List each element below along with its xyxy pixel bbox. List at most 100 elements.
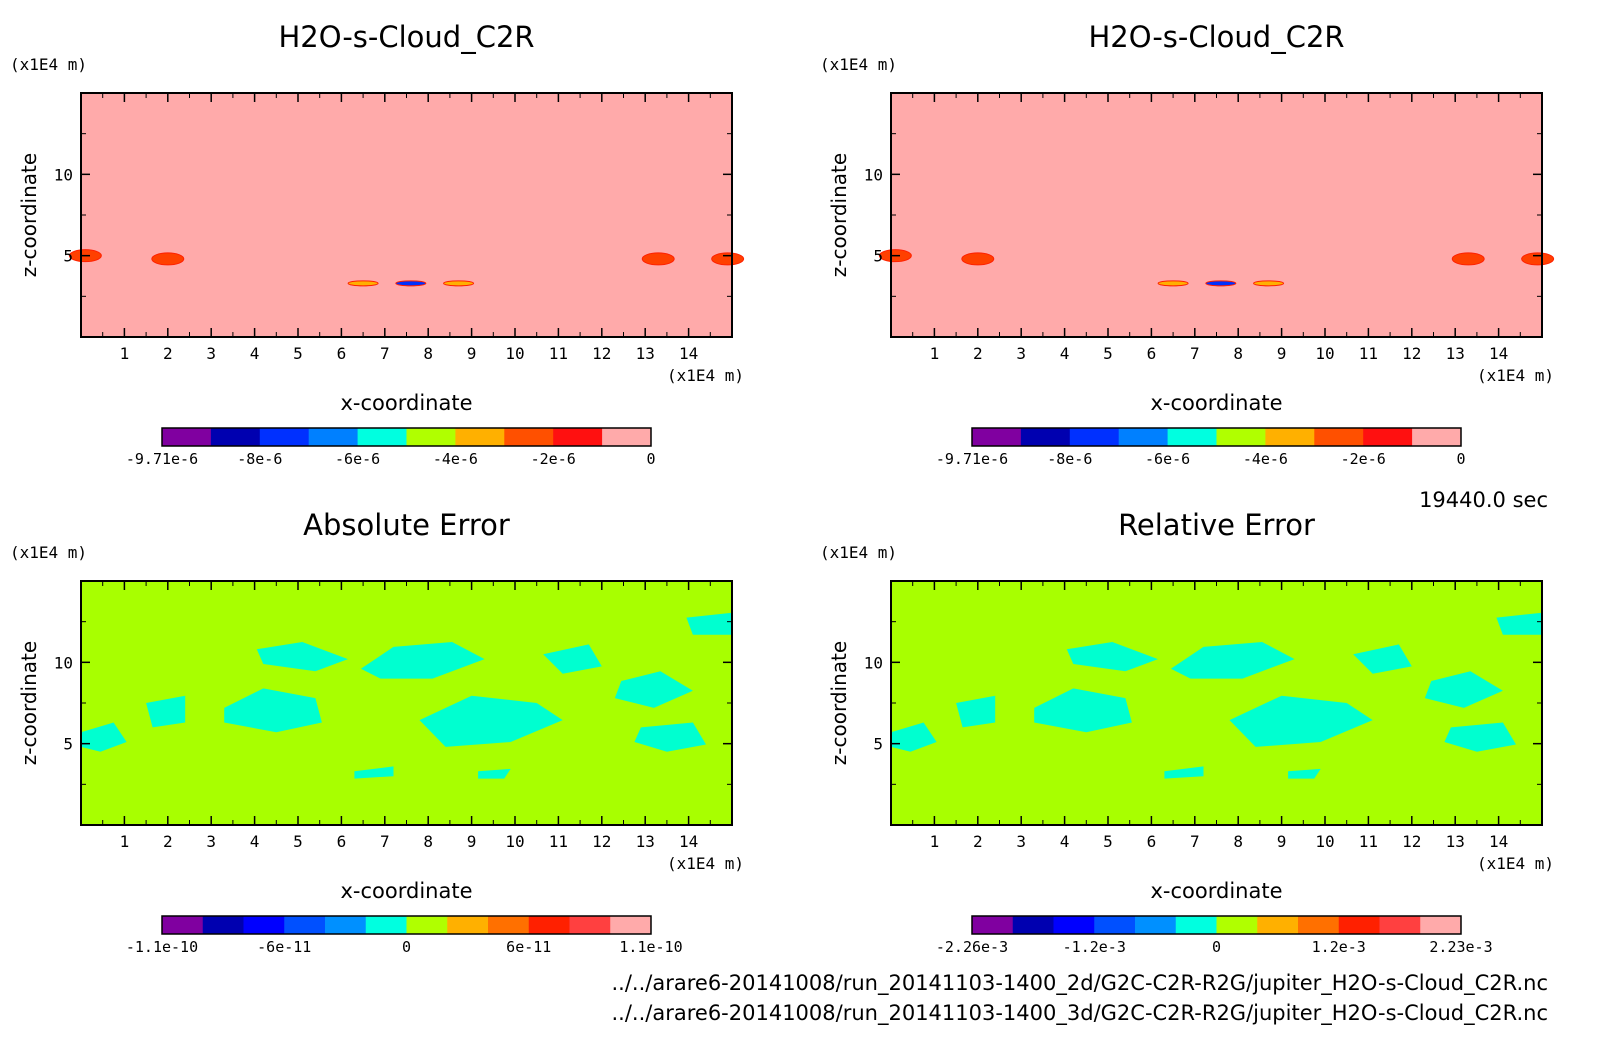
x-tick-label: 1 xyxy=(120,832,130,851)
x-unit-label: (x1E4 m) xyxy=(667,854,744,873)
error-region xyxy=(891,722,937,752)
colorbar-swatch xyxy=(1298,916,1340,934)
colorbar-label: -1.1e-10 xyxy=(126,938,198,956)
x-tick-label: 2 xyxy=(163,832,173,851)
x-tick-label: 12 xyxy=(592,832,611,851)
x-tick-label: 3 xyxy=(206,344,216,363)
cloud-feature xyxy=(443,280,475,287)
cloud-feature xyxy=(1205,280,1237,287)
cloud-feature xyxy=(711,252,745,266)
colorbar-label: -9.71e-6 xyxy=(936,450,1008,468)
x-tick-label: 8 xyxy=(1233,832,1243,851)
colorbar-swatch xyxy=(284,916,326,934)
x-tick-label: 11 xyxy=(1359,832,1378,851)
x-tick-label: 9 xyxy=(1277,832,1287,851)
x-tick-label: 3 xyxy=(1016,832,1026,851)
colorbar-swatch xyxy=(528,916,570,934)
error-region xyxy=(81,722,127,752)
colorbar-swatch xyxy=(325,916,367,934)
colorbar-frame xyxy=(161,427,652,447)
colorbar-swatch xyxy=(1265,428,1315,446)
y-tick-label: 10 xyxy=(864,653,883,672)
colorbar-label: 0 xyxy=(646,450,655,468)
error-region xyxy=(1229,695,1373,747)
colorbar-swatch xyxy=(259,428,310,446)
colorbar-label: -4e-6 xyxy=(1243,450,1288,468)
colorbar-label: -6e-11 xyxy=(257,938,311,956)
x-tick-label: 11 xyxy=(549,832,568,851)
colorbar-label: 0 xyxy=(1456,450,1465,468)
colorbar-swatch xyxy=(569,916,611,934)
x-axis-label: x-coordinate xyxy=(1150,391,1282,415)
plot-background xyxy=(891,93,1542,337)
colorbar-swatch xyxy=(1314,428,1364,446)
colorbar-label: 0 xyxy=(402,938,411,956)
error-region xyxy=(1066,642,1158,672)
colorbar-swatch xyxy=(1338,916,1380,934)
x-tick-label: 7 xyxy=(380,344,390,363)
x-tick-label: 2 xyxy=(163,344,173,363)
x-unit-label: (x1E4 m) xyxy=(667,366,744,385)
plot-background xyxy=(891,581,1542,825)
colorbar-swatch xyxy=(406,428,456,446)
colorbar-label: -6e-6 xyxy=(335,450,380,468)
colorbar-swatch xyxy=(1175,916,1217,934)
y-axis-label: z-coordinate xyxy=(17,153,41,277)
x-tick-label: 8 xyxy=(423,832,433,851)
error-region xyxy=(419,695,563,747)
colorbar-label: 2.23e-3 xyxy=(1429,938,1492,956)
error-region xyxy=(1424,671,1503,708)
cloud-feature xyxy=(1157,280,1189,287)
cloud-feature xyxy=(1521,252,1555,266)
colorbar-label: 6e-11 xyxy=(506,938,551,956)
x-tick-label: 1 xyxy=(120,344,130,363)
chart-title: Absolute Error xyxy=(303,508,510,542)
y-unit-label: (x1E4 m) xyxy=(820,543,897,562)
error-region xyxy=(1496,612,1542,635)
x-tick-label: 13 xyxy=(636,344,655,363)
colorbar-label: -1.2e-3 xyxy=(1063,938,1126,956)
colorbar-swatch xyxy=(357,428,407,446)
colorbar-label: -4e-6 xyxy=(433,450,478,468)
cloud-feature xyxy=(1451,252,1485,266)
chart-title: H2O-s-Cloud_C2R xyxy=(278,20,534,54)
chart-title: Relative Error xyxy=(1118,508,1315,542)
x-axis-label: x-coordinate xyxy=(1150,879,1282,903)
x-tick-label: 14 xyxy=(679,832,698,851)
colorbar-swatch xyxy=(447,916,489,934)
x-tick-label: 5 xyxy=(293,832,303,851)
error-region xyxy=(1164,766,1204,779)
colorbar-swatch xyxy=(553,428,603,446)
colorbar-swatch xyxy=(365,916,407,934)
error-region xyxy=(256,642,348,672)
y-axis-label: z-coordinate xyxy=(827,641,851,765)
x-tick-label: 7 xyxy=(1190,832,1200,851)
colorbar-label: -6e-6 xyxy=(1145,450,1190,468)
x-tick-label: 9 xyxy=(467,832,477,851)
cloud-feature xyxy=(961,252,995,266)
colorbar-swatch xyxy=(1094,916,1136,934)
error-region xyxy=(543,644,602,674)
colorbar-label: 0 xyxy=(1212,938,1221,956)
x-tick-label: 13 xyxy=(1446,832,1465,851)
error-region xyxy=(686,612,732,635)
x-axis-label: x-coordinate xyxy=(340,391,472,415)
error-region xyxy=(1444,722,1516,752)
error-region xyxy=(614,671,693,708)
x-tick-label: 14 xyxy=(679,344,698,363)
x-unit-label: (x1E4 m) xyxy=(1477,854,1554,873)
error-region xyxy=(1170,642,1295,679)
error-region xyxy=(634,722,706,752)
colorbar-swatch xyxy=(1069,428,1120,446)
x-tick-label: 9 xyxy=(467,344,477,363)
colorbar-swatch xyxy=(1216,916,1258,934)
file-path-2: ../../arare6-20141008/run_20141103-1400_… xyxy=(612,1001,1549,1026)
colorbar-swatch xyxy=(406,916,448,934)
colorbar-swatch xyxy=(162,428,212,446)
colorbar-swatch xyxy=(1379,916,1421,934)
colorbar-swatch xyxy=(202,916,244,934)
plot-background xyxy=(81,581,732,825)
y-tick-label: 10 xyxy=(54,165,73,184)
